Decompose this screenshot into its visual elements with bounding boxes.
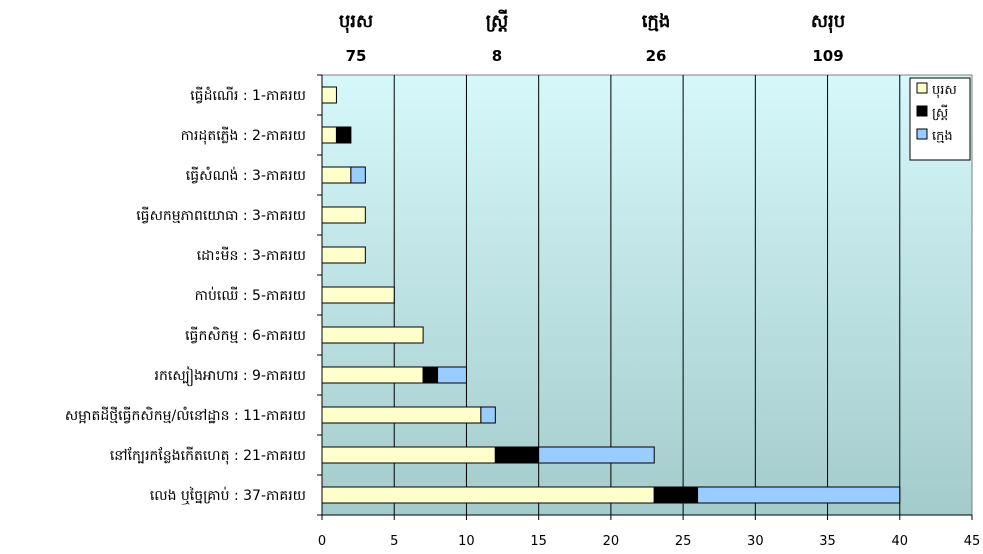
summary-value-men: 75 (346, 47, 367, 65)
bar-segment (321, 406, 482, 424)
x-tick-label: 45 (964, 534, 981, 549)
bar-segment (422, 366, 439, 384)
legend-swatch (916, 128, 928, 140)
bar-segment (321, 126, 337, 144)
x-tick-label: 10 (458, 534, 475, 549)
category-label: ធ្វើដំណើរ : 1-ភាគរយ (190, 86, 306, 104)
x-tick-label: 30 (747, 534, 764, 549)
category-label: សម្អាតដីថ្មីធ្វើកសិកម្ម/លំនៅដ្ឋាន : 11-ភ… (65, 406, 306, 424)
plot-area (321, 74, 973, 516)
x-tick-label: 20 (603, 534, 620, 549)
legend-swatch (916, 82, 928, 94)
summary-value-total: 109 (812, 47, 843, 65)
summary-label-men: បុរស (339, 11, 373, 34)
bar-segment (321, 286, 395, 304)
bar-segment (335, 126, 352, 144)
category-label: ធ្វើសកម្មភាពយោធា : 3-ភាគរយ (136, 206, 306, 224)
bar-segment (350, 166, 366, 184)
x-tick-label: 15 (530, 534, 547, 549)
x-tick-label: 0 (318, 534, 326, 549)
y-axis (317, 74, 323, 516)
legend-label: ក្មេង (932, 129, 953, 144)
legend: បុរសស្ត្រីក្មេង (909, 77, 971, 161)
bar-segment (321, 486, 655, 504)
summary-value-children: 26 (646, 47, 667, 65)
category-label: ធ្វើសំណង់ : 3-ភាគរយ (186, 166, 306, 184)
category-label: ដោះមីន : 3-ភាគរយ (197, 246, 306, 264)
bar-segment (321, 326, 424, 344)
bar-segment (321, 86, 337, 104)
bar-segment (653, 486, 699, 504)
category-label: ធ្វើកសិកម្ម : 6-ភាគរយ (185, 326, 306, 344)
x-tick-label: 5 (390, 534, 398, 549)
x-tick-label: 40 (892, 534, 909, 549)
bar-segment (697, 486, 901, 504)
summary-label-total: សរុប (811, 11, 845, 34)
summary-label-children: ក្មេង (642, 11, 671, 32)
x-axis: 0 5 10 15 20 25 30 35 40 45 (318, 514, 981, 549)
bar-segment (321, 446, 496, 464)
category-label: នៅក្បែរកន្លែងកើតហេតុ : 21-ភាគរយ (110, 446, 306, 465)
x-tick-label: 25 (675, 534, 692, 549)
summary-value-women: 8 (492, 47, 502, 65)
bar-segment (437, 366, 467, 384)
category-label: លេង ឬច្នៃគ្រាប់ : 37-ភាគរយ (150, 486, 306, 505)
bar-segment (538, 446, 655, 464)
bars (321, 86, 901, 504)
category-label: កាប់ឈើ : 5-ភាគរយ (195, 286, 306, 304)
summary-header: បុរស 75 ស្ត្រី 8 ក្មេង 26 សរុប 109 (339, 9, 845, 65)
bar-segment (494, 446, 540, 464)
x-tick-label: 35 (819, 534, 836, 549)
summary-label-women: ស្ត្រី (486, 9, 509, 32)
bar-segment (480, 406, 496, 424)
legend-swatch (916, 105, 928, 117)
bar-segment (321, 246, 366, 264)
bar-segment (321, 206, 366, 224)
category-label: រកស្បៀងអាហារ : 9-ភាគរយ (155, 366, 306, 387)
bar-segment (321, 166, 352, 184)
category-label: ការដុតភ្លើង : 2-ភាគរយ (181, 126, 306, 145)
bar-segment (321, 366, 424, 384)
gridlines (393, 75, 901, 515)
legend-label: បុរស (932, 83, 957, 99)
legend-label: ស្ត្រី (932, 104, 948, 121)
